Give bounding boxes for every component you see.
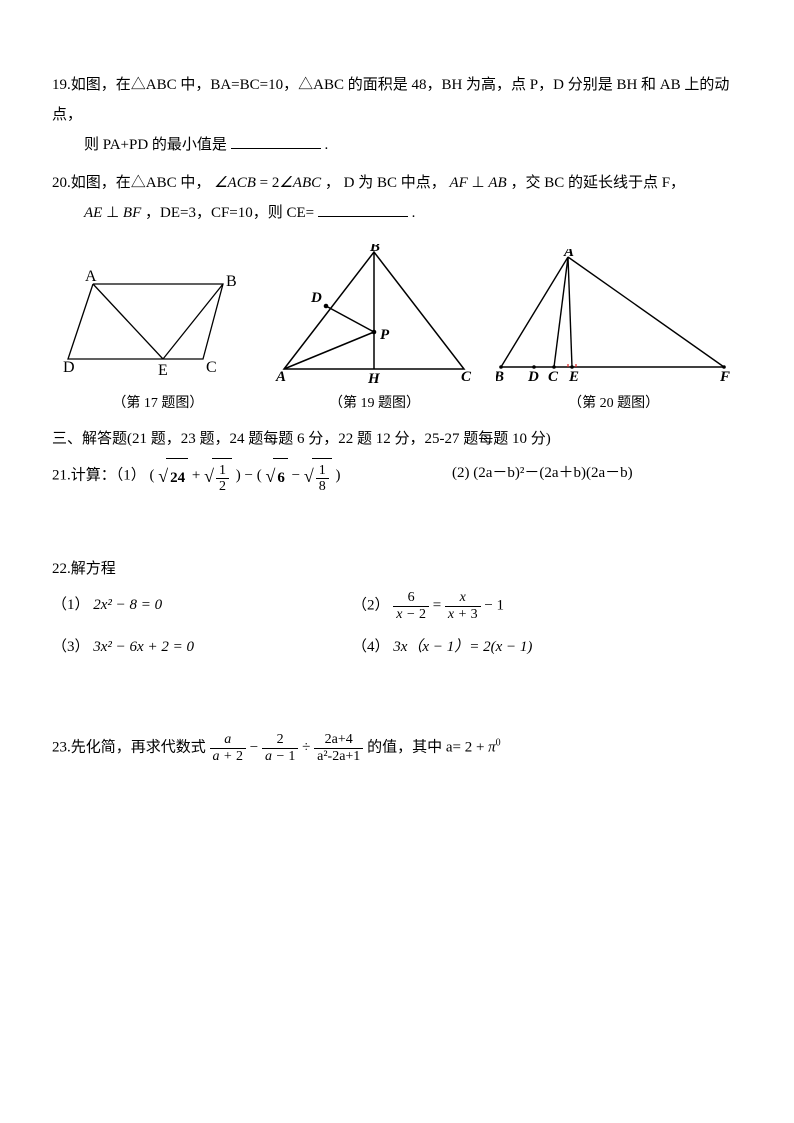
q20-line1: 20.如图，在△ABC 中， ∠ACB = 2∠ABC ， D 为 BC 中点，… bbox=[52, 168, 742, 198]
q21-p1: 21.计算：（1） ( √24 + √12 ) − ( √6 − √18 ) bbox=[52, 458, 352, 494]
q22: 22.解方程 （1） 2x² − 8 = 0 （2） 6x − 2 = xx +… bbox=[52, 554, 742, 662]
figcap-17: （第 17 题图） bbox=[63, 390, 253, 418]
q20-l1c: ，交 BC 的延长线于点 F， bbox=[510, 175, 685, 191]
q22-e2: （2） 6x − 2 = xx + 3 − 1 bbox=[352, 590, 742, 622]
q20-abc: ∠ABC bbox=[279, 175, 321, 191]
svg-text:D: D bbox=[310, 290, 322, 306]
sqrt-6: √6 bbox=[265, 458, 287, 494]
svg-text:C: C bbox=[548, 369, 559, 384]
q22-e4: （4） 3x（x − 1）= 2(x − 1) bbox=[352, 632, 742, 662]
q21-head: 21.计算：（1） bbox=[52, 468, 146, 484]
section-3: 三、解答题(21 题，23 题，24 题每题 6 分，22 题 12 分，25-… bbox=[52, 424, 742, 454]
q19-line2: 则 PA+PD 的最小值是 . bbox=[52, 130, 742, 160]
q20: 20.如图，在△ABC 中， ∠ACB = 2∠ABC ， D 为 BC 中点，… bbox=[52, 168, 742, 228]
svg-text:D: D bbox=[63, 359, 75, 376]
svg-text:A: A bbox=[563, 249, 574, 260]
figcap-row: （第 17 题图） （第 19 题图） （第 20 题图） bbox=[52, 388, 742, 418]
q19-l2b: . bbox=[324, 137, 328, 153]
q22-e1-lbl: （1） bbox=[52, 597, 90, 613]
q19-l2a: 则 PA+PD 的最小值是 bbox=[84, 137, 227, 153]
q23-tail: 的值，其中 a= bbox=[367, 740, 461, 756]
q22-e3-m: 3x² − 6x + 2 = 0 bbox=[93, 639, 194, 655]
svg-text:B: B bbox=[226, 273, 237, 290]
q21: 21.计算：（1） ( √24 + √12 ) − ( √6 − √18 ) (… bbox=[52, 458, 742, 494]
q19: 19.如图，在△ABC 中，BA=BC=10，△ABC 的面积是 48，BH 为… bbox=[52, 70, 742, 160]
q23-f3: 2a+4a²-2a+1 bbox=[314, 732, 363, 764]
fig20: A B D C E F bbox=[496, 249, 731, 384]
q19-line1: 19.如图，在△ABC 中，BA=BC=10，△ABC 的面积是 48，BH 为… bbox=[52, 70, 742, 130]
q23-f1: aa + 2 bbox=[210, 732, 246, 764]
q20-perp2: ⊥ bbox=[102, 205, 123, 221]
q20-l2a: ，DE=3，CF=10，则 CE= bbox=[145, 205, 314, 221]
q20-perp1: ⊥ bbox=[468, 175, 489, 191]
q22-e2-lbl: （2） bbox=[352, 598, 390, 614]
q20-l1b: ， D 为 BC 中点， bbox=[325, 175, 446, 191]
figcap-20: （第 20 题图） bbox=[496, 390, 731, 418]
q20-blank[interactable] bbox=[318, 202, 408, 217]
figcap-19: （第 19 题图） bbox=[274, 390, 474, 418]
sqrt-eighth: √18 bbox=[304, 458, 332, 494]
q20-acb: ∠ACB bbox=[214, 175, 256, 191]
q20-bf: BF bbox=[123, 205, 141, 221]
q22-r1: （1） 2x² − 8 = 0 （2） 6x − 2 = xx + 3 − 1 bbox=[52, 590, 742, 622]
q22-e4-lbl: （4） bbox=[352, 639, 390, 655]
q22-e2-f2: xx + 3 bbox=[445, 590, 481, 622]
svg-text:E: E bbox=[158, 362, 168, 379]
sqrt-half: √12 bbox=[204, 458, 232, 494]
q23: 23.先化简，再求代数式 aa + 2 − 2a − 1 ÷ 2a+4a²-2a… bbox=[52, 732, 742, 764]
q23-head: 23.先化简，再求代数式 bbox=[52, 740, 206, 756]
fig17-svg: A B C D E bbox=[63, 269, 253, 384]
q22-e4-m: 3x（x − 1）= 2(x − 1) bbox=[393, 639, 532, 655]
fig19-svg: A B C D H P bbox=[274, 244, 474, 384]
q20-eq: = 2 bbox=[256, 175, 279, 191]
q22-e1-m: 2x² − 8 = 0 bbox=[93, 597, 162, 613]
q23-f2: 2a − 1 bbox=[262, 732, 298, 764]
figure-row: A B C D E A B C D bbox=[52, 244, 742, 384]
svg-text:C: C bbox=[206, 359, 217, 376]
q22-e3-lbl: （3） bbox=[52, 639, 90, 655]
q20-af: AF bbox=[449, 175, 467, 191]
fig17: A B C D E bbox=[63, 269, 253, 384]
svg-text:B: B bbox=[369, 244, 380, 255]
svg-text:D: D bbox=[527, 369, 539, 384]
sqrt-24: √24 bbox=[158, 458, 188, 494]
svg-text:B: B bbox=[496, 369, 504, 384]
q20-ae: AE bbox=[84, 205, 102, 221]
fig20-svg: A B D C E F bbox=[496, 249, 731, 384]
q20-l2b: . bbox=[412, 205, 416, 221]
q23-sup: 0 bbox=[496, 738, 501, 749]
svg-text:E: E bbox=[568, 369, 579, 384]
q19-blank[interactable] bbox=[231, 134, 321, 149]
svg-text:C: C bbox=[461, 369, 472, 384]
q20-line2: AE ⊥ BF ，DE=3，CF=10，则 CE= . bbox=[52, 198, 742, 228]
svg-text:F: F bbox=[719, 369, 730, 384]
q21-p2: (2) (2a－b)²－(2a＋b)(2a－b) bbox=[352, 458, 742, 494]
fig19: A B C D H P bbox=[274, 244, 474, 384]
svg-text:A: A bbox=[85, 269, 97, 285]
svg-text:P: P bbox=[380, 327, 390, 343]
svg-text:A: A bbox=[275, 369, 286, 384]
q21-row: 21.计算：（1） ( √24 + √12 ) − ( √6 − √18 ) (… bbox=[52, 458, 742, 494]
q20-ab: AB bbox=[488, 175, 506, 191]
svg-text:H: H bbox=[367, 371, 381, 384]
q22-e1: （1） 2x² − 8 = 0 bbox=[52, 590, 352, 622]
q22-e2-f1: 6x − 2 bbox=[393, 590, 429, 622]
q20-l1a: 20.如图，在△ABC 中， bbox=[52, 175, 210, 191]
q22-e3: （3） 3x² − 6x + 2 = 0 bbox=[52, 632, 352, 662]
q22-r2: （3） 3x² − 6x + 2 = 0 （4） 3x（x − 1）= 2(x … bbox=[52, 632, 742, 662]
q22-head: 22.解方程 bbox=[52, 554, 742, 584]
q23-tail2: 2 + π bbox=[465, 740, 496, 756]
